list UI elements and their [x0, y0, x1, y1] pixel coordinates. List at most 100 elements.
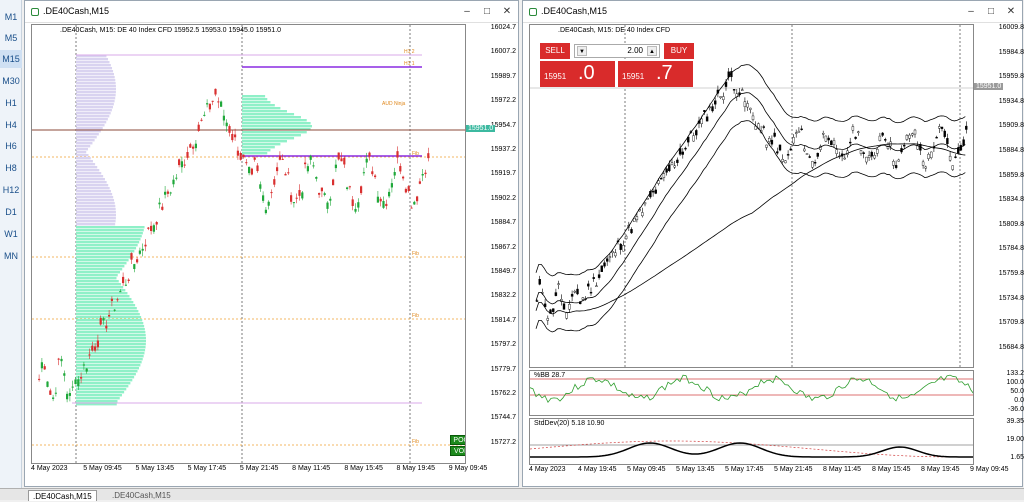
volume-profile-bar [242, 128, 311, 131]
right-window-titlebar[interactable]: .DE40Cash,M15 – □ ✕ [523, 1, 1022, 23]
tf-m1[interactable]: M1 [4, 12, 18, 22]
tf-mn[interactable]: MN [4, 251, 18, 261]
candle-body [581, 297, 585, 300]
left-window-titlebar[interactable]: .DE40Cash,M15 – □ ✕ [25, 1, 518, 23]
tf-h4[interactable]: H4 [5, 120, 17, 130]
minimize-icon[interactable]: – [968, 6, 974, 17]
candle-body [186, 152, 189, 158]
maximize-icon[interactable]: □ [987, 6, 995, 17]
volume-profile-bar [76, 313, 140, 316]
volume-profile-bar [76, 403, 117, 406]
tf-h8[interactable]: H8 [5, 163, 17, 173]
volume-profile-bar [242, 152, 268, 155]
candle-body [943, 130, 946, 137]
candle-body [749, 107, 752, 110]
candle-body [169, 192, 172, 194]
candle-body [388, 191, 391, 197]
candle-body [245, 162, 248, 164]
candle-body [94, 346, 97, 351]
volume-profile-bar [242, 107, 281, 110]
minimize-icon[interactable]: – [464, 6, 470, 17]
sell-button[interactable]: SELL [540, 43, 570, 59]
price-axis-label: 50.0 [1010, 388, 1024, 395]
tf-m15[interactable]: M15 [0, 50, 22, 68]
candle-body [130, 253, 133, 260]
volume-profile-bar [76, 73, 114, 76]
candle-body [206, 103, 209, 105]
maximize-icon[interactable]: □ [483, 6, 491, 17]
sell-price-button[interactable]: 15951 .0 [540, 61, 615, 87]
candle-body [108, 315, 111, 317]
candle-body [684, 147, 687, 150]
volume-profile-bar [76, 79, 116, 82]
tf-d1[interactable]: D1 [5, 207, 17, 217]
volume-profile-bar [76, 250, 135, 253]
candle-body [797, 130, 801, 133]
candle-body [897, 159, 900, 162]
poc-button[interactable]: POC [450, 435, 465, 445]
volume-profile-bar [76, 70, 114, 73]
right-price-chart [530, 25, 973, 367]
volume-profile-bar [76, 283, 121, 286]
candle-body [641, 212, 644, 217]
candle-body [776, 151, 779, 154]
tf-h1[interactable]: H1 [5, 98, 17, 108]
tf-m30[interactable]: M30 [2, 76, 20, 86]
buy-price-button[interactable]: 15951 .7 [618, 61, 693, 87]
left-chart-canvas[interactable]: H1 1 H1 2 AUD Ninja Fib Fib Fib Fib .DE40Cash,… [31, 24, 466, 464]
candle-body [284, 173, 287, 176]
candle-body [82, 364, 85, 366]
candle-body [959, 145, 963, 151]
tf-w1[interactable]: W1 [4, 229, 18, 239]
stddev-indicator-panel[interactable]: StdDev(20) 5.18 10.90 [529, 418, 974, 465]
price-axis-label: 16009.8 [998, 24, 1024, 31]
candle-body [570, 293, 574, 297]
bollinger-band-line [535, 92, 966, 305]
volume-down-icon[interactable]: ▼ [577, 46, 587, 56]
tf-h12[interactable]: H12 [2, 185, 20, 195]
close-icon[interactable]: ✕ [1006, 6, 1016, 17]
candle-body [770, 139, 774, 145]
chart-tab-2[interactable]: .DE40Cash,M15 [112, 491, 171, 500]
candle-body [259, 184, 262, 189]
volume-profile-bar [76, 235, 142, 238]
price-axis-label: 15884.8 [998, 147, 1024, 154]
bb-indicator-panel[interactable]: %BB 28.7 [529, 370, 974, 416]
tf-h6[interactable]: H6 [5, 141, 17, 151]
candle-body [208, 103, 211, 110]
volume-profile-bar [76, 343, 146, 346]
price-axis-label: 15779.7 [490, 365, 516, 373]
candle-body [608, 256, 612, 258]
candle-body [144, 244, 147, 247]
vol-button[interactable]: VOL [450, 446, 465, 456]
candle-body [183, 164, 186, 166]
close-icon[interactable]: ✕ [502, 6, 512, 17]
price-axis-label: 15814.7 [490, 316, 516, 324]
volume-profile-bar [76, 244, 138, 247]
volume-input[interactable]: ▼ 2.00 ▲ [574, 44, 660, 58]
candle-body [884, 139, 887, 141]
candle-body [905, 134, 909, 140]
tf-m5[interactable]: M5 [4, 33, 18, 43]
candle-body [301, 192, 304, 199]
time-axis-label: 5 May 13:45 [676, 466, 715, 473]
volume-up-icon[interactable]: ▲ [647, 46, 657, 56]
volume-profile-bar [76, 277, 117, 280]
right-chart-canvas[interactable]: .DE40Cash, M15: DE 40 Index CFD SELL ▼ 2… [529, 24, 974, 368]
volume-profile-bar [76, 376, 135, 379]
candle-body [746, 103, 749, 108]
candle-body [110, 298, 113, 301]
chart-tab-1[interactable]: .DE40Cash,M15 [28, 490, 97, 501]
volume-profile-bar [76, 322, 144, 325]
candle-body [619, 243, 622, 250]
candle-body [211, 100, 214, 102]
buy-button[interactable]: BUY [664, 43, 694, 59]
candle-body [304, 162, 307, 165]
candle-body [786, 154, 790, 156]
bollinger-band-line [535, 120, 966, 333]
volume-profile-bar [76, 160, 93, 163]
candle-body [161, 206, 164, 210]
bb-indicator-chart [530, 374, 973, 404]
candle-body [236, 150, 239, 156]
volume-profile-bar [76, 139, 95, 142]
